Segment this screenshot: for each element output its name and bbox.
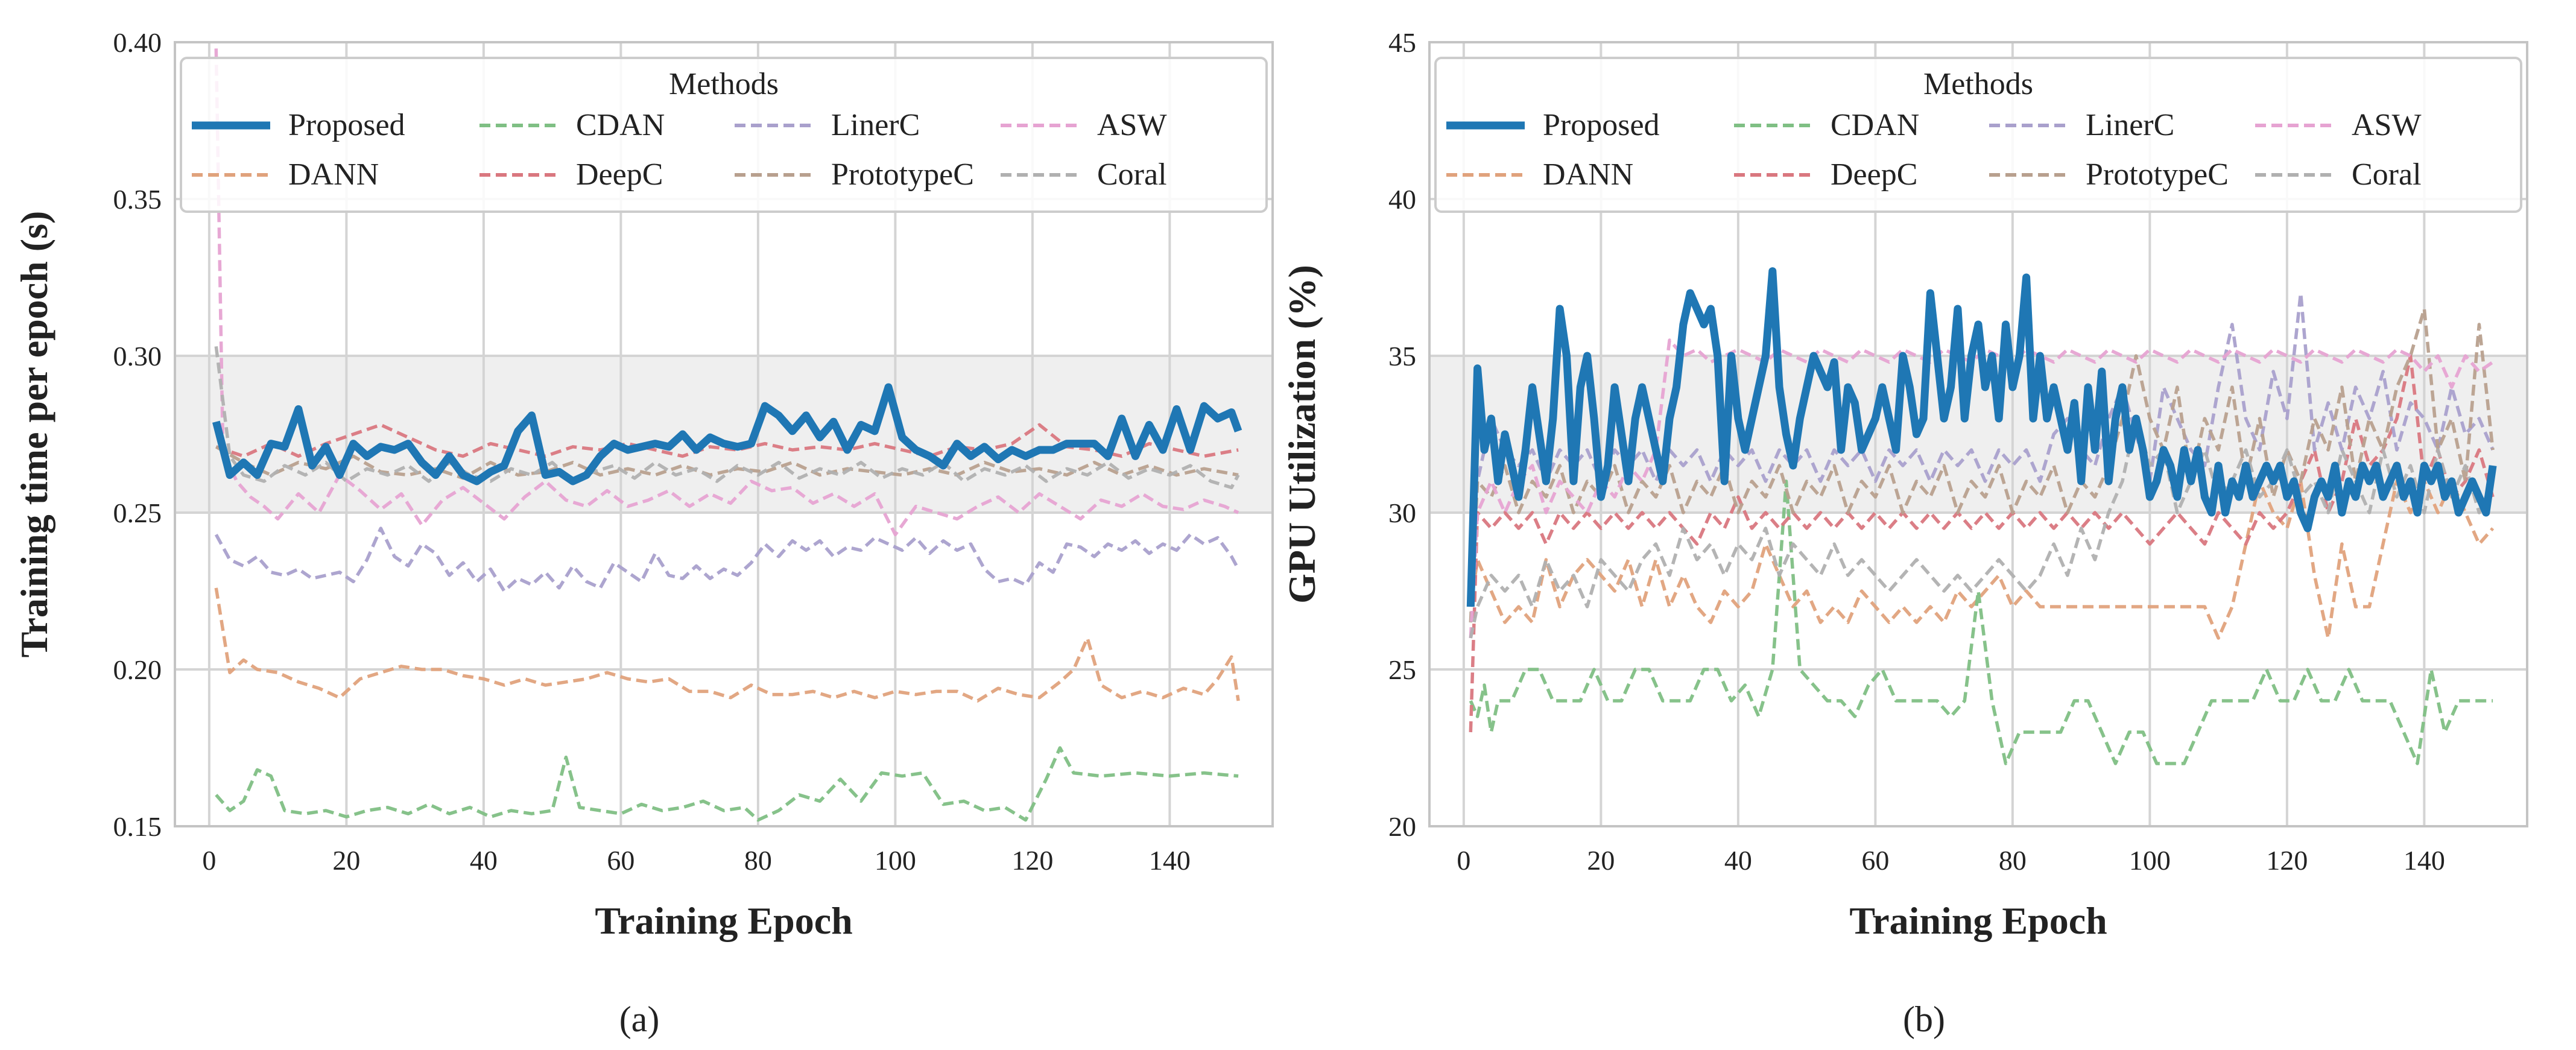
x-tick-label: 20 xyxy=(332,845,360,876)
x-tick-label: 120 xyxy=(2266,845,2308,876)
legend-label-asw: ASW xyxy=(1097,108,1167,142)
x-axis-label: Training Epoch xyxy=(1849,899,2107,942)
y-tick-label: 0.15 xyxy=(113,811,162,842)
plot-frame xyxy=(1428,41,2528,827)
y-tick-label: 0.25 xyxy=(113,498,162,528)
legend-label-linerc: LinerC xyxy=(831,108,920,142)
legend-label-prototypec: PrototypeC xyxy=(831,157,974,192)
legend-label-proposed: Proposed xyxy=(1543,108,1660,142)
legend-label-deepc: DeepC xyxy=(1831,157,1917,192)
series-line-proposed xyxy=(212,383,1242,485)
y-tick-label: 30 xyxy=(1388,498,1416,528)
x-tick-label: 40 xyxy=(470,845,498,876)
chart-panel-a: 0.15 0.20 0.25 0.30 0.35 0.40 0 20 40 60 80 100 120 1… xyxy=(13,27,1274,1039)
legend-label-cdan: CDAN xyxy=(576,108,665,142)
series-line-deepc xyxy=(215,423,1239,458)
y-axis-label: Training time per epoch (s) xyxy=(13,211,55,658)
series-line-asw xyxy=(214,48,1239,537)
series-line-deepc xyxy=(1469,354,2495,733)
series-line-linerc xyxy=(214,527,1240,593)
y-tick-label: 0.35 xyxy=(113,184,162,215)
legend-label-prototypec: PrototypeC xyxy=(2086,157,2229,192)
legend-label-proposed: Proposed xyxy=(288,108,405,142)
x-tick-label: 140 xyxy=(2404,845,2445,876)
legend-label-deepc: DeepC xyxy=(576,157,663,192)
legend-label-dann: DANN xyxy=(288,157,379,192)
series-line-prototypec xyxy=(215,445,1239,480)
x-tick-label: 60 xyxy=(607,845,635,876)
legend-label-cdan: CDAN xyxy=(1831,108,1919,142)
y-tick-label: 35 xyxy=(1388,341,1416,372)
y-axis-label: GPU Utilization (%) xyxy=(1280,265,1323,604)
series-line-dann xyxy=(214,587,1240,703)
series-line-coral xyxy=(1469,417,2495,639)
panel-caption: (b) xyxy=(1903,999,1945,1039)
x-tick-label: 80 xyxy=(1999,845,2027,876)
chart-panel-b: 20 25 30 35 40 45 0 20 40 60 80 100 120 140 Training E… xyxy=(1280,27,2528,1039)
y-tick-label: 45 xyxy=(1388,27,1416,58)
x-tick-label: 100 xyxy=(875,845,916,876)
y-tick-label: 0.40 xyxy=(113,27,162,58)
series-line-proposed xyxy=(1466,267,2497,607)
plot-frame xyxy=(174,41,1274,827)
x-tick-label: 0 xyxy=(1457,845,1470,876)
x-tick-label: 40 xyxy=(1724,845,1752,876)
series-line-cdan xyxy=(1469,479,2493,765)
x-tick-label: 100 xyxy=(2129,845,2171,876)
x-axis-label: Training Epoch xyxy=(595,899,852,942)
y-tick-label: 40 xyxy=(1388,184,1416,215)
shaded-band xyxy=(175,356,1273,513)
legend-label-linerc: LinerC xyxy=(2086,108,2174,142)
legend-title: Methods xyxy=(1923,67,2033,101)
x-tick-label: 140 xyxy=(1149,845,1191,876)
x-tick-label: 20 xyxy=(1587,845,1615,876)
legend-label-coral: Coral xyxy=(2352,157,2422,192)
legend-label-coral: Coral xyxy=(1097,157,1167,192)
legend-title: Methods xyxy=(669,67,779,101)
y-tick-label: 0.30 xyxy=(113,341,162,372)
x-tick-label: 0 xyxy=(202,845,216,876)
series-line-cdan xyxy=(215,746,1239,822)
y-tick-label: 0.20 xyxy=(113,654,162,685)
legend-box xyxy=(180,57,1268,213)
legend-label-asw: ASW xyxy=(2352,108,2422,142)
panel-caption: (a) xyxy=(619,999,660,1039)
series-line-linerc xyxy=(1469,291,2495,607)
y-tick-label: 20 xyxy=(1388,811,1416,842)
legend-box xyxy=(1434,57,2522,213)
x-tick-label: 120 xyxy=(1011,845,1053,876)
series-line-prototypec xyxy=(1469,307,2495,623)
x-tick-label: 60 xyxy=(1861,845,1889,876)
x-tick-label: 80 xyxy=(744,845,772,876)
series-line-dann xyxy=(1469,479,2495,640)
y-tick-label: 25 xyxy=(1388,654,1416,685)
legend-label-dann: DANN xyxy=(1543,157,1633,192)
